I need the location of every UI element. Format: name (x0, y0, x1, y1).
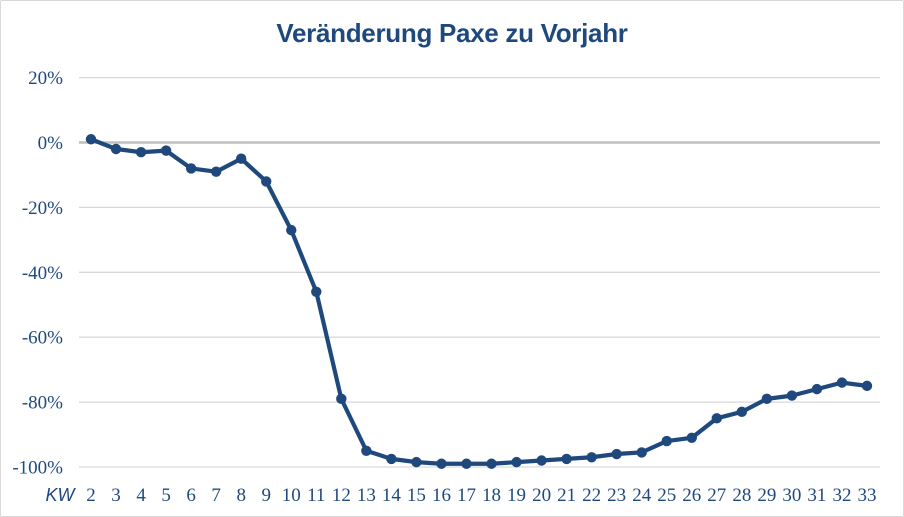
x-axis-tick-label: 33 (857, 485, 876, 506)
data-point-marker (210, 166, 222, 177)
data-point-marker (761, 393, 773, 405)
x-axis-tick-label: 14 (382, 485, 402, 506)
data-point-marker (536, 455, 547, 466)
x-axis-unit-label: KW (46, 485, 77, 505)
x-axis-tick-label: 27 (707, 485, 726, 506)
data-point-marker (661, 435, 672, 447)
x-axis-tick-label: 22 (582, 485, 601, 506)
data-point-marker (511, 456, 522, 468)
data-point-marker (611, 448, 622, 460)
x-axis-tick-label: 3 (111, 485, 121, 506)
data-point-marker (85, 134, 97, 145)
data-point-marker (736, 406, 748, 418)
x-axis-tick-label: 24 (632, 485, 652, 506)
y-axis-tick-label: -40% (22, 263, 63, 284)
data-point-marker (311, 286, 322, 297)
data-point-marker (135, 147, 147, 158)
data-point-marker (711, 413, 722, 424)
data-point-marker (836, 377, 848, 388)
x-axis-tick-label: 4 (136, 485, 146, 506)
x-axis-tick-label: 17 (457, 485, 476, 506)
data-point-marker (686, 432, 697, 443)
data-point-marker (636, 447, 647, 458)
series-line (88, 137, 870, 466)
x-axis-tick-label: 2 (86, 485, 96, 506)
x-axis-tick-label: 30 (782, 485, 801, 506)
data-point-marker (286, 224, 297, 236)
x-axis-tick-label: 28 (732, 485, 751, 506)
x-axis-tick-label: 5 (161, 485, 171, 506)
data-point-marker (185, 163, 197, 174)
data-point-marker (861, 380, 873, 392)
x-axis-tick-label: 8 (236, 485, 246, 506)
x-axis-tick-label: 10 (282, 485, 301, 506)
x-axis-tick-label: 20 (532, 485, 551, 506)
x-axis-tick-label: 26 (682, 485, 701, 506)
x-axis-tick-label: 23 (607, 485, 626, 506)
x-axis-tick-label: 9 (261, 485, 271, 506)
data-point-marker (160, 145, 172, 156)
x-axis-tick-label: 25 (657, 485, 676, 506)
chart-title: Veränderung Paxe zu Vorjahr (276, 18, 628, 48)
x-axis-tick-label: 15 (407, 485, 426, 506)
x-axis-tick-label: 7 (211, 485, 221, 506)
y-axis-tick-label: -20% (22, 198, 63, 219)
x-axis-tick-label: 31 (807, 485, 826, 506)
x-axis-tick-label: 21 (557, 485, 576, 506)
data-point-marker (261, 176, 272, 187)
x-axis-tick-label: 19 (507, 485, 526, 506)
data-point-marker (461, 458, 472, 469)
data-point-marker (361, 445, 372, 456)
data-point-marker (110, 143, 122, 155)
data-point-marker (586, 452, 597, 463)
data-point-marker (786, 390, 798, 401)
x-axis-tick-label: 11 (307, 485, 325, 506)
y-axis-tick-label: 20% (28, 68, 63, 89)
y-axis-tick-label: -60% (22, 328, 63, 349)
data-point-marker (386, 453, 397, 465)
y-axis-tick-label: -100% (12, 458, 63, 479)
x-axis-tick-label: 6 (186, 485, 196, 506)
x-axis-tick-label: 16 (432, 485, 451, 506)
data-point-marker (235, 153, 247, 164)
data-point-marker (436, 458, 447, 469)
data-point-marker (411, 456, 422, 468)
x-axis-tick-label: 13 (357, 485, 376, 506)
data-point-marker (486, 458, 497, 469)
data-point-marker (811, 383, 823, 395)
x-axis-tick-label: 12 (332, 485, 351, 506)
data-point-marker (561, 453, 572, 465)
y-axis-tick-label: -80% (22, 393, 63, 414)
y-axis-tick-label: 0% (38, 133, 64, 154)
x-axis-tick-label: 18 (482, 485, 501, 506)
data-point-marker (336, 393, 347, 405)
x-axis-tick-label: 32 (832, 485, 851, 506)
x-axis-tick-label: 29 (757, 485, 776, 506)
